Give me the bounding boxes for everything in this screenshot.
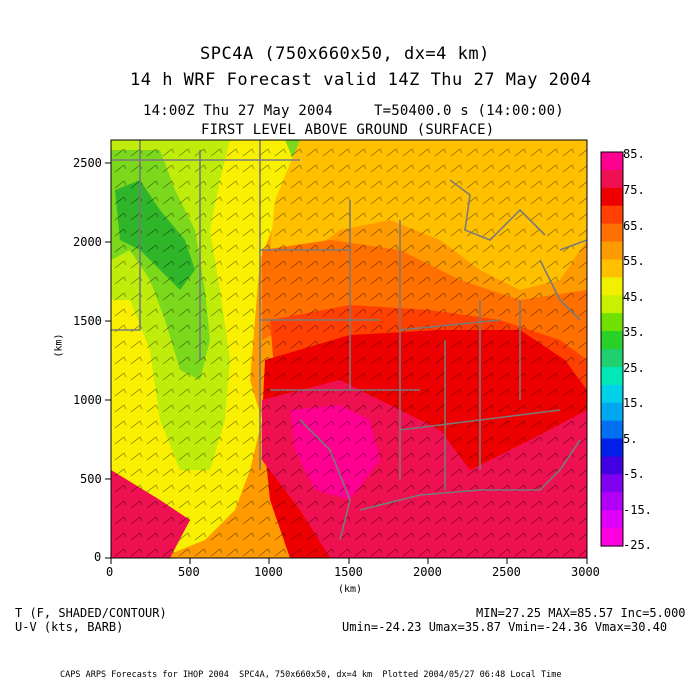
- colorbar-swatch: [601, 241, 623, 261]
- x-tick-0: 0: [106, 565, 114, 579]
- colorbar-swatch: [601, 331, 623, 350]
- colorbar-label-neg5: -5.: [623, 467, 645, 481]
- colorbar-swatch: [601, 528, 623, 547]
- colorbar-label-75: 75.: [623, 183, 645, 197]
- wind-description: U-V (kts, BARB): [15, 620, 124, 634]
- colorbar-label-5: 5.: [623, 432, 638, 446]
- y-tick-2500: 2500: [73, 156, 102, 170]
- colorbar-swatch: [601, 492, 623, 511]
- plot-credit: CAPS ARPS Forecasts for IHOP 2004 SPC4A,…: [60, 670, 562, 680]
- field-stats: MIN=27.25 MAX=85.57 Inc=5.000: [476, 606, 686, 620]
- colorbar-label-35: 35.: [623, 325, 645, 339]
- colorbar-label-55: 55.: [623, 254, 645, 268]
- x-tick-2500: 2500: [492, 565, 521, 579]
- x-tick-1500: 1500: [334, 565, 363, 579]
- level-label: FIRST LEVEL ABOVE GROUND (SURFACE): [201, 122, 495, 138]
- colorbar-swatch: [601, 259, 623, 278]
- colorbar-swatch: [601, 402, 623, 422]
- field-description: T (F, SHADED/CONTOUR): [15, 606, 167, 620]
- colorbar-swatch: [601, 420, 623, 440]
- state-borders: [111, 140, 587, 541]
- colorbar-swatch: [601, 205, 623, 225]
- colorbar-swatch: [601, 438, 623, 458]
- axis-ticks: [105, 162, 588, 564]
- colorbar-label-25: 25.: [623, 361, 645, 375]
- x-tick-500: 500: [178, 565, 200, 579]
- y-axis-label: (km): [53, 333, 65, 358]
- x-tick-3000: 3000: [571, 565, 600, 579]
- colorbar-label-85: 85.: [623, 147, 645, 161]
- y-tick-500: 500: [80, 472, 102, 486]
- colorbar-swatch: [601, 384, 623, 404]
- figure-title: SPC4A (750x660x50, dx=4 km): [200, 44, 490, 64]
- colorbar-swatch: [601, 456, 623, 475]
- colorbar-label-neg15: -15.: [623, 503, 652, 517]
- colorbar-label-45: 45.: [623, 290, 645, 304]
- colorbar-swatch: [601, 277, 623, 296]
- colorbar-swatch: [601, 169, 623, 189]
- colorbar-swatch: [601, 223, 623, 243]
- temperature-map: [111, 140, 587, 558]
- colorbar-swatch: [601, 349, 623, 368]
- x-tick-2000: 2000: [413, 565, 442, 579]
- x-axis-label: (km): [338, 584, 363, 595]
- colorbar-swatch: [601, 510, 623, 529]
- y-tick-1500: 1500: [73, 314, 102, 328]
- y-tick-1000: 1000: [73, 393, 102, 407]
- colorbar-label-neg25: -25.: [623, 538, 652, 552]
- x-tick-1000: 1000: [254, 565, 283, 579]
- valid-time: 14:00Z Thu 27 May 2004: [143, 103, 333, 119]
- colorbar-frame: [600, 151, 624, 547]
- figure-subtitle: 14 h WRF Forecast valid 14Z Thu 27 May 2…: [130, 70, 592, 90]
- colorbar-label-65: 65.: [623, 219, 645, 233]
- colorbar-swatch: [601, 313, 623, 332]
- model-time: T=50400.0 s (14:00:00): [374, 103, 564, 119]
- colorbar-swatch: [601, 187, 623, 207]
- colorbar: [600, 151, 624, 547]
- y-tick-2000: 2000: [73, 235, 102, 249]
- colorbar-swatch: [601, 474, 623, 493]
- colorbar-label-15: 15.: [623, 396, 645, 410]
- colorbar-swatch: [601, 366, 623, 386]
- y-tick-0: 0: [94, 550, 102, 564]
- wind-stats: Umin=-24.23 Umax=35.87 Vmin=-24.36 Vmax=…: [342, 620, 668, 634]
- wind-barbs-layer: [111, 140, 587, 558]
- colorbar-swatch: [601, 152, 623, 171]
- colorbar-swatch: [601, 295, 623, 314]
